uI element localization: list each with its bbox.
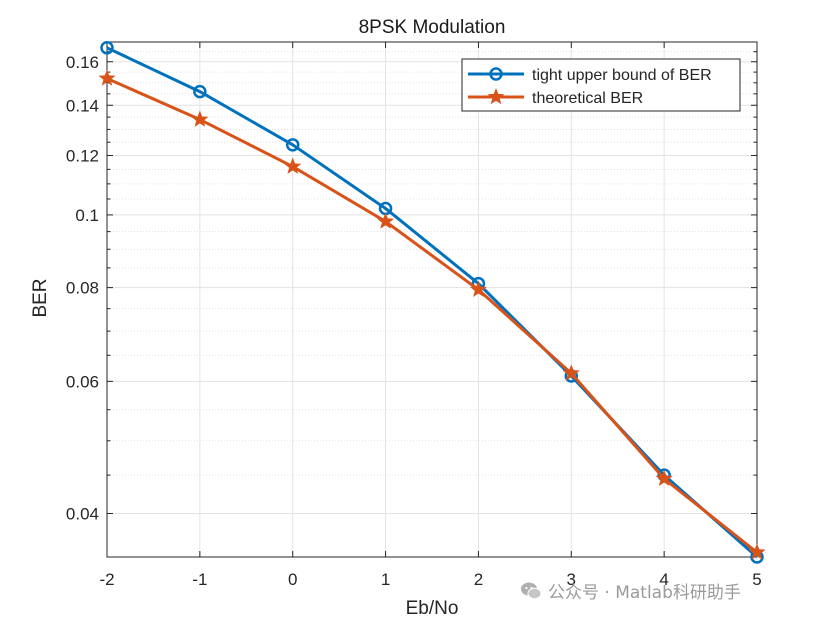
y-tick-label: 0.1 <box>75 206 99 225</box>
data-point-star <box>469 280 487 297</box>
series-upper-bound <box>100 41 764 564</box>
data-point-circle <box>100 41 114 55</box>
watermark: 公众号 · Matlab科研助手 <box>520 578 741 603</box>
data-point-star <box>655 469 673 487</box>
x-tick-label: 4 <box>659 570 668 589</box>
axis-ticks: 0.04 0.06 0.08 0.1 0.12 0.14 0.16 -2 -1 0 1 2 3 4 5 <box>66 42 762 589</box>
y-axis-label: BER <box>30 278 51 317</box>
y-tick-label: 0.04 <box>66 504 99 523</box>
y-tick-label: 0.08 <box>66 279 99 298</box>
x-tick-label: -2 <box>99 570 114 589</box>
x-tick-label: 2 <box>474 570 483 589</box>
legend-marker-star <box>487 88 505 105</box>
wechat-icon <box>521 582 542 599</box>
y-tick-label: 0.16 <box>66 53 99 72</box>
chart-title: 8PSK Modulation <box>359 17 506 38</box>
data-point-star <box>98 69 116 86</box>
grid <box>106 42 758 558</box>
series-theoretical <box>98 69 766 560</box>
x-tick-label: 3 <box>567 570 576 589</box>
data-point-star <box>562 364 580 381</box>
legend-box <box>461 58 741 112</box>
plot-area-border <box>106 41 758 558</box>
y-tick-label: 0.12 <box>66 146 99 165</box>
data-point-star <box>284 157 302 174</box>
x-tick-label: 5 <box>752 570 761 589</box>
legend-label-theoretical: theoretical BER <box>532 90 643 107</box>
series-line <box>106 46 758 559</box>
watermark-text: 公众号 · Matlab科研助手 <box>548 583 741 603</box>
data-point-star <box>748 543 766 560</box>
series-line <box>106 77 758 554</box>
data-point-circle <box>285 138 300 152</box>
data-point-star <box>377 212 395 229</box>
data-point-star <box>191 110 209 127</box>
x-tick-label: 1 <box>381 570 390 589</box>
y-tick-label: 0.14 <box>66 96 99 115</box>
legend-label-upper-bound: tight upper bound of BER <box>532 67 712 84</box>
x-axis-label: Eb/No <box>406 598 459 619</box>
legend-marker-circle <box>489 67 503 81</box>
data-point-circle <box>193 84 207 99</box>
x-tick-label: 0 <box>288 570 297 589</box>
legend: tight upper bound of BER theoretical BER <box>461 58 741 112</box>
x-tick-label: -1 <box>192 570 207 589</box>
y-tick-label: 0.06 <box>66 372 99 391</box>
series <box>98 41 766 564</box>
